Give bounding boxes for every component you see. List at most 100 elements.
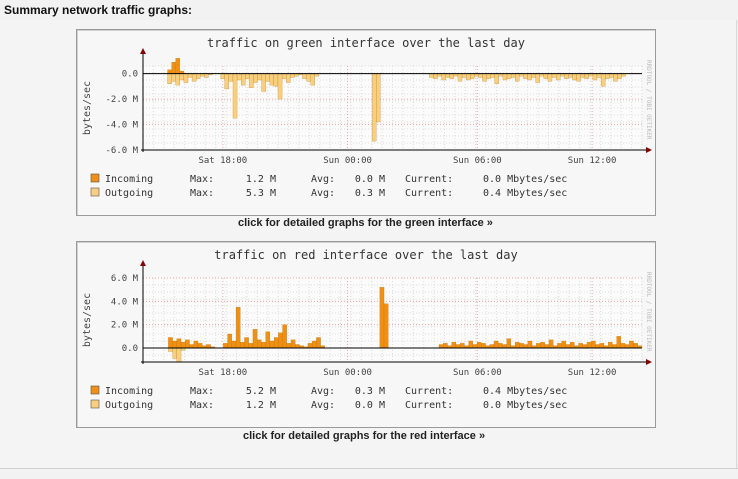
bar-incoming	[502, 344, 507, 349]
bar-outgoing	[241, 73, 246, 86]
bar-outgoing	[572, 73, 577, 81]
bar-incoming	[633, 343, 638, 349]
bar-outgoing	[249, 73, 254, 88]
bar-incoming	[273, 337, 279, 349]
legend-current-label: Current:	[405, 188, 453, 199]
legend-max-label: Max:	[190, 188, 214, 199]
footer-divider	[0, 468, 738, 469]
graph-title: traffic on red interface over the last d…	[214, 248, 517, 262]
bar-outgoing	[596, 73, 602, 78]
graph-green[interactable]: traffic on green interface over the last…	[76, 29, 656, 216]
bar-outgoing	[253, 73, 258, 83]
bar-incoming	[595, 344, 600, 349]
bar-incoming	[278, 332, 283, 349]
legend-avg-value: 0.0 M	[355, 174, 385, 185]
bar-outgoing	[204, 73, 209, 78]
bar-incoming	[624, 344, 630, 349]
green-interface-link[interactable]: click for detailed graphs for the green …	[238, 217, 493, 229]
bar-incoming	[460, 343, 465, 349]
bar-outgoing	[523, 73, 528, 79]
x-tick-label: Sat 18:00	[198, 368, 247, 378]
bar-outgoing	[580, 73, 585, 78]
bar-incoming	[167, 69, 172, 74]
bar-incoming	[248, 343, 254, 349]
bar-incoming	[489, 344, 495, 349]
bar-outgoing	[531, 73, 536, 78]
x-tick-label: Sun 00:00	[323, 368, 372, 378]
bar-incoming	[438, 344, 444, 349]
legend-avg-value: 0.3 M	[355, 386, 385, 397]
bar-incoming	[227, 333, 232, 349]
bar-incoming	[286, 343, 292, 349]
x-tick-label: Sun 12:00	[568, 156, 617, 166]
bar-outgoing	[236, 73, 242, 81]
legend-max-value: 5.2 M	[246, 386, 276, 397]
bar-incoming	[468, 340, 473, 349]
bar-outgoing	[564, 73, 569, 79]
bar-incoming	[620, 343, 626, 349]
bar-incoming	[168, 337, 173, 349]
bar-incoming	[282, 324, 287, 349]
bar-outgoing	[605, 73, 610, 79]
bar-outgoing	[179, 73, 185, 81]
legend-max-value: 1.2 M	[246, 174, 276, 185]
y-tick-label: -2.0 M	[105, 95, 138, 105]
legend-name: Incoming	[105, 174, 153, 185]
bar-outgoing	[535, 73, 540, 83]
bar-incoming	[257, 339, 262, 349]
bar-outgoing	[465, 73, 471, 81]
legend-max-label: Max:	[190, 400, 214, 411]
legend-current-label: Current:	[405, 400, 453, 411]
bar-outgoing	[371, 73, 377, 142]
bar-outgoing	[482, 73, 487, 82]
bar-incoming	[443, 343, 448, 349]
bar-outgoing	[547, 73, 553, 82]
x-tick-label: Sat 18:00	[198, 156, 247, 166]
bar-incoming	[379, 287, 385, 349]
legend-avg-label: Avg:	[311, 174, 335, 185]
bar-incoming	[231, 340, 237, 349]
bar-incoming	[244, 337, 249, 349]
bar-outgoing	[183, 73, 189, 83]
legend-current-value: 0.0 Mbytes/sec	[483, 400, 567, 411]
y-tick-label: 2.0 M	[111, 321, 139, 331]
bar-incoming	[586, 342, 592, 349]
legend-avg-value: 0.0 M	[355, 400, 385, 411]
bar-outgoing	[290, 73, 295, 78]
bar-incoming	[519, 343, 524, 349]
bar-incoming	[506, 338, 512, 349]
bar-incoming	[629, 340, 634, 349]
bar-incoming	[295, 344, 300, 349]
bar-outgoing	[445, 73, 450, 78]
bar-outgoing	[376, 73, 381, 123]
bar-incoming	[240, 342, 245, 349]
bar-incoming	[540, 342, 545, 349]
legend-current-value: 0.0 Mbytes/sec	[483, 174, 567, 185]
bar-outgoing	[220, 73, 225, 79]
legend-swatch	[90, 385, 100, 395]
bar-outgoing	[245, 73, 250, 79]
bar-outgoing	[543, 73, 549, 79]
bar-outgoing	[175, 73, 180, 86]
bar-outgoing	[609, 73, 614, 78]
legend-avg-label: Avg:	[311, 400, 335, 411]
bar-outgoing	[490, 73, 495, 78]
bar-incoming	[383, 303, 389, 349]
bar-incoming	[569, 342, 575, 349]
graphs-panel: traffic on green interface over the last…	[0, 20, 737, 469]
bar-incoming	[451, 342, 457, 349]
legend-current-label: Current:	[405, 386, 453, 397]
graph-red[interactable]: traffic on red interface over the last d…	[76, 241, 656, 428]
bar-outgoing	[551, 73, 557, 78]
legend-avg-label: Avg:	[311, 188, 335, 199]
legend-avg-label: Avg:	[311, 386, 335, 397]
red-interface-link[interactable]: click for detailed graphs for the red in…	[243, 430, 486, 442]
graph-green-svg: traffic on green interface over the last…	[82, 36, 652, 199]
bar-incoming	[189, 344, 194, 349]
bar-outgoing	[224, 73, 230, 90]
bar-incoming	[235, 307, 241, 349]
x-axis-arrow-icon	[646, 147, 652, 153]
bar-incoming	[172, 340, 177, 349]
bar-incoming	[252, 329, 258, 349]
legend-current-label: Current:	[405, 174, 453, 185]
